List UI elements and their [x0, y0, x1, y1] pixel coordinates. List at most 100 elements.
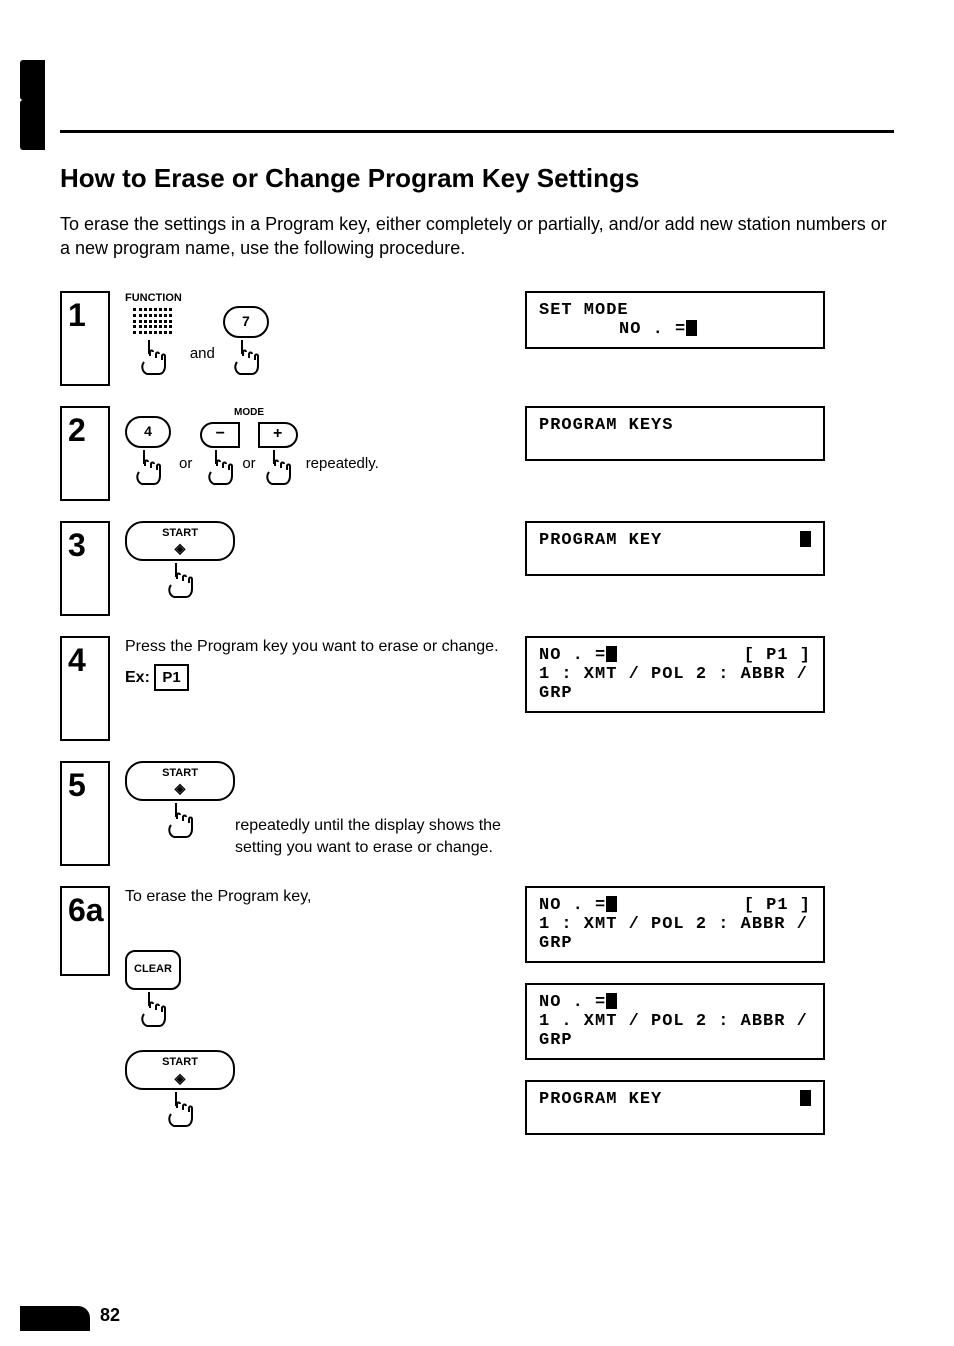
hand-press-icon: [261, 448, 295, 486]
page-number: 82: [100, 1305, 120, 1326]
start-key: START ◈: [125, 521, 235, 599]
four-key: 4: [125, 416, 171, 486]
mode-label: MODE: [208, 406, 290, 420]
start-label: START: [162, 526, 198, 541]
key-minus: −: [200, 422, 240, 448]
lcd-display: PROGRAM KEYS: [525, 406, 825, 461]
and-text: and: [190, 343, 215, 364]
step-content: To erase the Program key, CLEAR: [125, 886, 894, 1135]
repeatedly-text: repeatedly.: [306, 453, 379, 474]
display-line: PROGRAM KEY: [539, 1090, 811, 1109]
arrow-up-icon: ◈: [175, 541, 186, 555]
display-line: 1 : XMT / POL 2 : ABBR / GRP: [539, 665, 811, 703]
display-line: NO . =: [539, 993, 811, 1012]
display-line: 1 . XMT / POL 2 : ABBR / GRP: [539, 1012, 811, 1050]
p1-key-label: P1: [154, 664, 188, 691]
steps-container: 1 FUNCTION: [60, 291, 894, 1135]
step-row-6a: 6a To erase the Program key, CLEAR: [60, 886, 894, 1135]
step-content: START ◈ repeatedly until the display sho…: [125, 761, 894, 860]
clear-button: CLEAR: [125, 950, 181, 990]
start-button: START ◈: [125, 761, 235, 801]
intro-text: To erase the settings in a Program key, …: [60, 212, 894, 261]
cursor-icon: [800, 1090, 811, 1106]
display-line: NO . = [ P1 ]: [539, 896, 811, 915]
cursor-icon: [606, 993, 617, 1009]
step-number: 2: [60, 406, 110, 501]
scan-artifact: [20, 60, 45, 150]
seven-key: 7: [223, 306, 269, 376]
or-text: or: [242, 453, 255, 474]
hand-press-icon: [163, 561, 197, 599]
start-button: START ◈: [125, 1050, 235, 1090]
step-number: 1: [60, 291, 110, 386]
cursor-icon: [686, 320, 697, 336]
hand-press-icon: [131, 448, 165, 486]
instruction-text: repeatedly until the display shows the s…: [125, 815, 505, 860]
lcd-display: PROGRAM KEY: [525, 521, 825, 576]
example-line: Ex: P1: [125, 664, 505, 691]
lcd-display: NO . = [ P1 ] 1 : XMT / POL 2 : ABBR / G…: [525, 636, 825, 713]
top-rule: [60, 130, 894, 133]
start-button: START ◈: [125, 521, 235, 561]
hand-press-icon: [136, 338, 170, 376]
step-number: 4: [60, 636, 110, 741]
step-row-4: 4 Press the Program key you want to eras…: [60, 636, 894, 741]
lcd-display: NO . = 1 . XMT / POL 2 : ABBR / GRP: [525, 983, 825, 1060]
display-col: NO . = [ P1 ] 1 : XMT / POL 2 : ABBR / G…: [525, 636, 825, 713]
display-col: PROGRAM KEYS: [525, 406, 825, 461]
page: How to Erase or Change Program Key Setti…: [0, 0, 954, 1346]
step-number: 6a: [60, 886, 110, 976]
function-label: FUNCTION: [125, 291, 182, 306]
display-col: PROGRAM KEY: [525, 521, 825, 576]
display-line: PROGRAM KEY: [539, 531, 811, 550]
key-plus: +: [258, 422, 298, 448]
step-row-5: 5 START ◈ repeat: [60, 761, 894, 866]
instruction: Press the Program key you want to erase …: [125, 636, 505, 691]
mode-keys: − or +: [200, 422, 297, 486]
step-content: START ◈ PROGRAM KEY: [125, 521, 894, 616]
cursor-icon: [606, 896, 617, 912]
display-line: PROGRAM KEYS: [539, 416, 811, 435]
cursor-icon: [800, 531, 811, 547]
or-text: or: [179, 453, 192, 474]
function-key: FUNCTION: [125, 291, 182, 376]
cursor-icon: [606, 646, 617, 662]
key-row: 4 or MODE −: [125, 406, 505, 486]
instruction-text: Press the Program key you want to erase …: [125, 636, 505, 658]
display-col: SET MODE NO . =: [525, 291, 825, 349]
key-4: 4: [125, 416, 171, 448]
key-row: START ◈: [125, 1050, 505, 1128]
key-7: 7: [223, 306, 269, 338]
mode-key-group: MODE − or +: [200, 406, 297, 486]
keypad-icon: [133, 308, 173, 336]
instruction: START ◈: [125, 521, 505, 599]
instruction: To erase the Program key, CLEAR: [125, 886, 505, 1128]
scan-artifact: [20, 1306, 90, 1331]
hand-press-icon: [229, 338, 263, 376]
display-line: 1 : XMT / POL 2 : ABBR / GRP: [539, 915, 811, 953]
start-label: START: [162, 1055, 198, 1070]
step-content: 4 or MODE −: [125, 406, 894, 501]
instruction: 4 or MODE −: [125, 406, 505, 486]
arrow-up-icon: ◈: [175, 781, 186, 795]
step-row-1: 1 FUNCTION: [60, 291, 894, 386]
clear-key: CLEAR: [125, 950, 181, 1028]
key-row: START ◈: [125, 521, 505, 599]
display-col: NO . = [ P1 ] 1 : XMT / POL 2 : ABBR / G…: [525, 886, 825, 1135]
instruction-text: To erase the Program key,: [125, 886, 505, 908]
step-row-3: 3 START ◈: [60, 521, 894, 616]
step-row-2: 2 4 or MODE: [60, 406, 894, 501]
lcd-display: SET MODE NO . =: [525, 291, 825, 349]
instruction: FUNCTION and: [125, 291, 505, 376]
lcd-display: NO . = [ P1 ] 1 : XMT / POL 2 : ABBR / G…: [525, 886, 825, 963]
key-row: CLEAR: [125, 950, 505, 1028]
step-number: 3: [60, 521, 110, 616]
arrow-up-icon: ◈: [175, 1071, 186, 1085]
step-content: Press the Program key you want to erase …: [125, 636, 894, 731]
start-key: START ◈: [125, 1050, 235, 1128]
display-line: SET MODE: [539, 301, 811, 320]
lcd-display: PROGRAM KEY: [525, 1080, 825, 1135]
display-line: NO . = [ P1 ]: [539, 646, 811, 665]
start-label: START: [162, 766, 198, 781]
step-content: FUNCTION and: [125, 291, 894, 386]
